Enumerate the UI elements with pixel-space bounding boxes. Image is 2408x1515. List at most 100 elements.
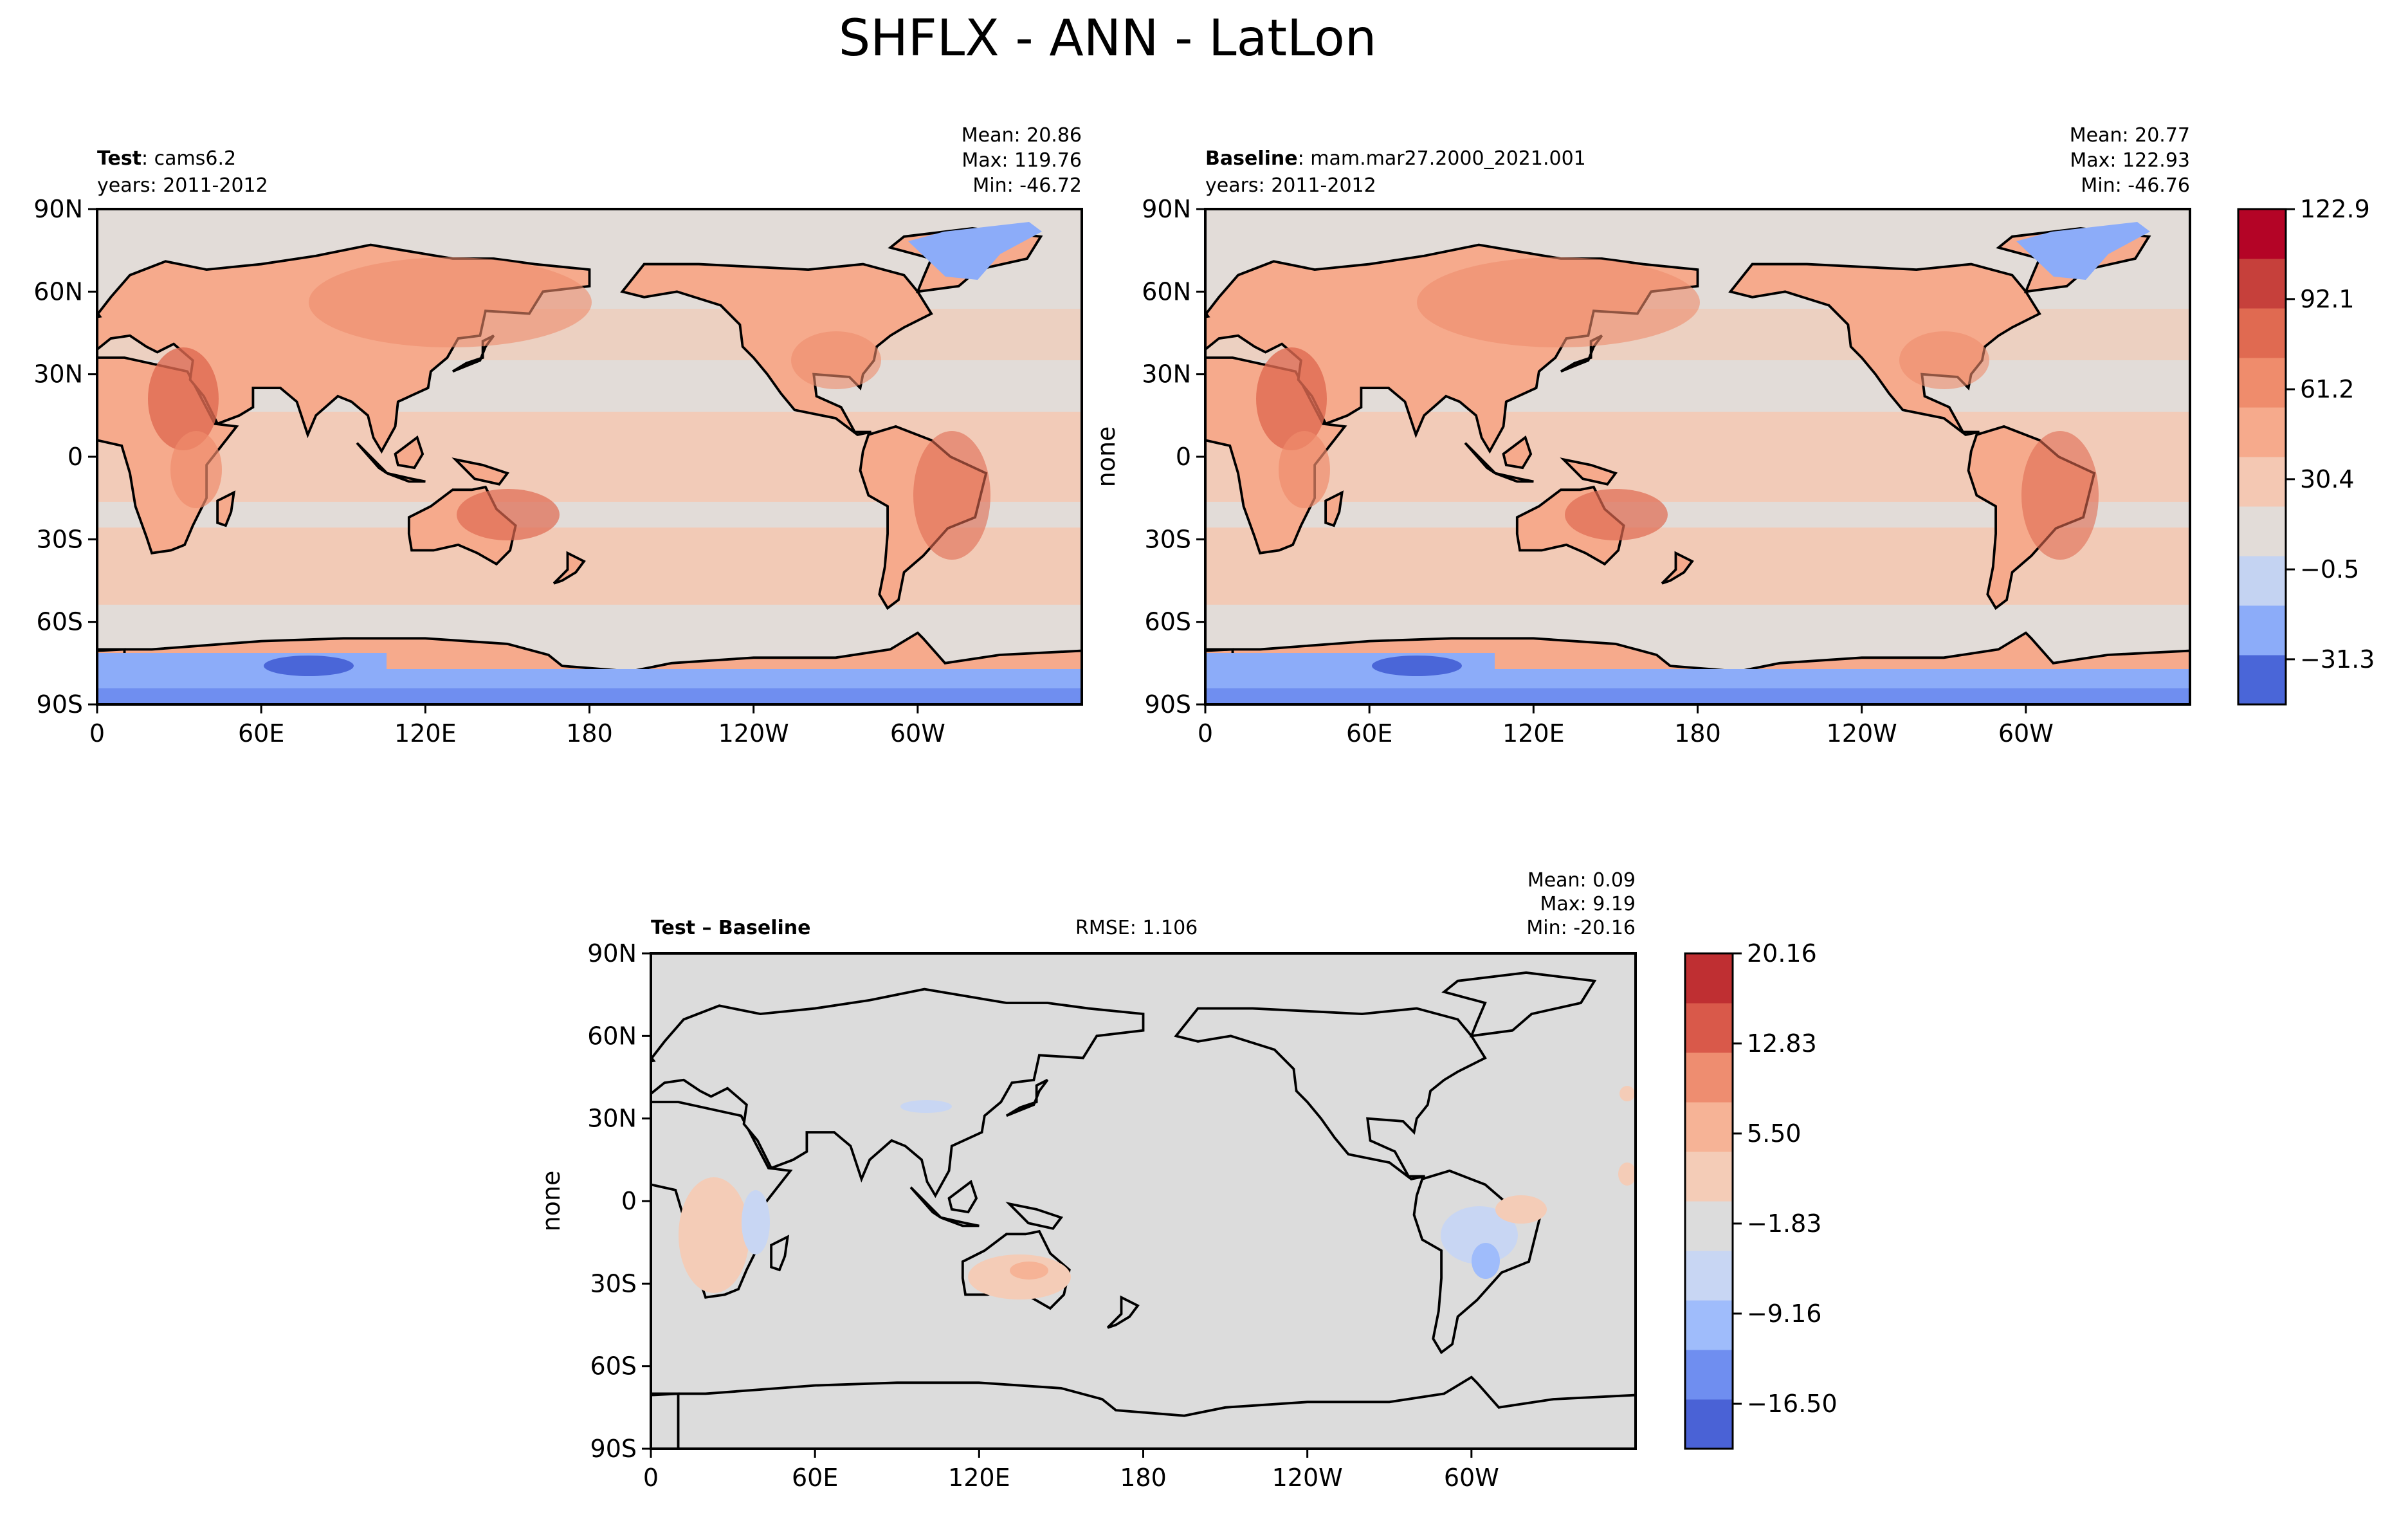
test-ytick-label: 30N xyxy=(33,360,83,389)
test-label-rest: : cams6.2 xyxy=(141,147,236,170)
diff-ytick-label: 30S xyxy=(590,1269,637,1298)
baseline-min: Min: -46.76 xyxy=(2081,174,2190,197)
diff-xtick-label: 180 xyxy=(1120,1464,1167,1492)
diff-xtick-label: 120W xyxy=(1272,1464,1343,1492)
diff-rmse: RMSE: 1.106 xyxy=(1075,917,1198,939)
diff-colorbar-tick-label: 5.50 xyxy=(1747,1119,1801,1148)
diff-colorbar-tick-label: −16.50 xyxy=(1747,1390,1838,1418)
diff-ytick-label: 60N xyxy=(587,1022,637,1050)
diff-colorbar-swatch xyxy=(1685,1251,1733,1301)
baseline-map xyxy=(1205,209,2190,704)
diff-colorbar-swatch xyxy=(1685,1201,1733,1251)
baseline-xtick-label: 0 xyxy=(1198,719,1213,748)
test-axes: 0 60E 120E 180 120W 60W 90N 60N 30N 0 30S 60S 90S xyxy=(33,195,945,748)
baseline-ytick-label: 60S xyxy=(1145,608,1191,636)
diff-min: Min: -20.16 xyxy=(1526,917,1636,939)
baseline-xtick-label: 120W xyxy=(1827,719,1897,748)
main-colorbar-swatch xyxy=(2238,605,2286,656)
diff-colorbar-swatch xyxy=(1685,1003,1733,1053)
test-panel-label: Test: cams6.2 xyxy=(97,147,236,170)
baseline-panel-label: Baseline: mam.mar27.2000_2021.001 xyxy=(1205,147,1586,170)
test-mean: Mean: 20.86 xyxy=(962,124,1082,147)
baseline-ytick-label: 90S xyxy=(1145,690,1191,719)
main-colorbar-tick-label: 92.1 xyxy=(2300,285,2355,313)
baseline-xtick-label: 60W xyxy=(1998,719,2054,748)
diff-panel: Test – Baseline RMSE: 1.106 Mean: 0.09 M… xyxy=(537,869,1637,1492)
baseline-xtick-label: 120E xyxy=(1502,719,1565,748)
test-xtick-label: 120E xyxy=(394,719,457,748)
main-colorbar-swatch xyxy=(2238,259,2286,309)
baseline-label-bold: Baseline xyxy=(1205,147,1298,170)
baseline-ylabel: none xyxy=(1092,427,1120,488)
diff-xtick-label: 60E xyxy=(792,1464,838,1492)
main-colorbar-tick-label: 30.4 xyxy=(2300,465,2355,493)
test-xtick-label: 60W xyxy=(890,719,945,748)
figure-title: SHFLX - ANN - LatLon xyxy=(839,10,1377,68)
main-colorbar-swatch xyxy=(2238,556,2286,606)
diff-colorbar: 20.16 12.83 5.50 −1.83 −9.16 −16.50 xyxy=(1684,939,1838,1450)
diff-axes: 0 60E 120E 180 120W 60W 90N 60N 30N 0 30S 60S 90S xyxy=(587,939,1499,1492)
main-colorbar-swatch xyxy=(2238,407,2286,457)
test-label-bold: Test xyxy=(97,147,141,170)
diff-ytick-label: 60S xyxy=(590,1352,637,1381)
diff-xtick-label: 0 xyxy=(643,1464,659,1492)
test-xtick-label: 60E xyxy=(238,719,284,748)
main-colorbar-frame xyxy=(2237,208,2287,706)
diff-max: Max: 9.19 xyxy=(1540,893,1636,915)
diff-colorbar-tick-label: 20.16 xyxy=(1747,939,1817,968)
main-colorbar-swatch xyxy=(2238,655,2286,705)
diff-mean: Mean: 0.09 xyxy=(1528,869,1636,892)
diff-map xyxy=(651,953,1636,1449)
diff-xtick-label: 60W xyxy=(1444,1464,1499,1492)
baseline-max: Max: 122.93 xyxy=(2070,149,2190,172)
test-max: Max: 119.76 xyxy=(962,149,1082,172)
main-colorbar-swatch xyxy=(2238,308,2286,358)
main-colorbar: 122.9 92.1 61.2 30.4 −0.5 −31.3 xyxy=(2237,195,2375,706)
test-ytick-label: 90S xyxy=(37,690,83,719)
baseline-years: years: 2011-2012 xyxy=(1205,174,1376,197)
baseline-xtick-label: 60E xyxy=(1346,719,1392,748)
baseline-ytick-label: 30S xyxy=(1145,525,1191,553)
diff-ytick-label: 0 xyxy=(621,1187,637,1215)
main-colorbar-tick-label: −31.3 xyxy=(2300,645,2375,674)
main-colorbar-swatch xyxy=(2238,457,2286,507)
diff-panel-label: Test – Baseline xyxy=(651,917,811,939)
test-ytick-label: 30S xyxy=(37,525,83,553)
test-ytick-label: 60S xyxy=(37,608,83,636)
baseline-ytick-label: 90N xyxy=(1142,195,1191,223)
baseline-label-rest: : mam.mar27.2000_2021.001 xyxy=(1298,147,1586,170)
diff-colorbar-tick-label: −9.16 xyxy=(1747,1299,1821,1328)
test-min: Min: -46.72 xyxy=(972,174,1082,197)
test-xtick-label: 0 xyxy=(89,719,105,748)
test-map xyxy=(97,209,1082,704)
baseline-axes: 0 60E 120E 180 120W 60W 90N 60N 30N 0 30S 60S 90S xyxy=(1142,195,2054,748)
diff-colorbar-tick-label: −1.83 xyxy=(1747,1209,1821,1238)
main-colorbar-tick-label: −0.5 xyxy=(2300,555,2359,583)
diff-xtick-label: 120E xyxy=(948,1464,1010,1492)
diff-colorbar-swatch xyxy=(1685,1152,1733,1202)
test-panel: Test: cams6.2 years: 2011-2012 Mean: 20.… xyxy=(33,124,1083,748)
test-ytick-label: 90N xyxy=(33,195,83,223)
main-colorbar-swatch xyxy=(2238,209,2286,259)
baseline-mean: Mean: 20.77 xyxy=(2070,124,2190,147)
test-ytick-label: 60N xyxy=(33,277,83,306)
baseline-ytick-label: 60N xyxy=(1142,277,1191,306)
diff-ytick-label: 90S xyxy=(590,1435,637,1463)
diff-colorbar-frame xyxy=(1684,952,1734,1450)
diff-ytick-label: 30N xyxy=(587,1105,637,1133)
diff-ylabel: none xyxy=(537,1171,565,1232)
diff-colorbar-swatch xyxy=(1685,1300,1733,1350)
test-years: years: 2011-2012 xyxy=(97,174,268,197)
baseline-ytick-label: 0 xyxy=(1176,443,1191,471)
diff-ytick-label: 90N xyxy=(587,939,637,968)
main-colorbar-swatch xyxy=(2238,506,2286,556)
main-colorbar-swatch xyxy=(2238,358,2286,408)
test-ytick-label: 0 xyxy=(68,443,83,471)
diff-colorbar-swatch xyxy=(1685,1350,1733,1400)
test-xtick-label: 120W xyxy=(718,719,789,748)
baseline-ytick-label: 30N xyxy=(1142,360,1191,389)
baseline-xtick-label: 180 xyxy=(1674,719,1721,748)
baseline-panel: Baseline: mam.mar27.2000_2021.001 years:… xyxy=(1092,124,2191,748)
diff-colorbar-swatch xyxy=(1685,953,1733,1004)
